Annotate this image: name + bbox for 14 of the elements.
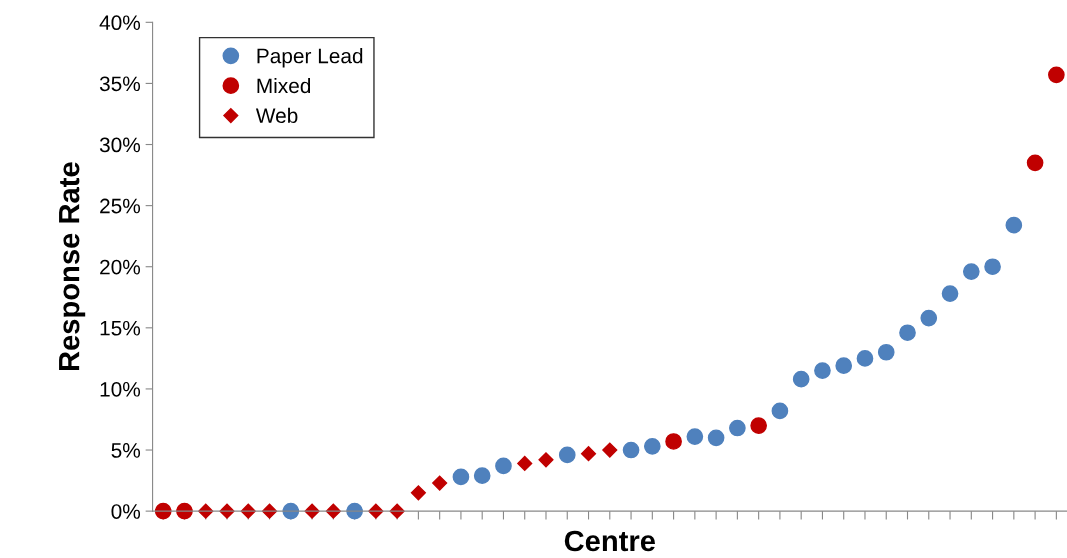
y-tick-label: 35%: [99, 76, 141, 92]
y-tick-label: 15%: [100, 320, 141, 336]
y-tick-label: 5%: [111, 443, 141, 458]
x-axis-title: Centre: [564, 530, 655, 552]
y-tick-label: 0%: [111, 504, 141, 519]
y-tick-label: 25%: [100, 198, 141, 214]
legend-label: Web: [255, 107, 298, 124]
y-tick-label: 30%: [99, 137, 141, 153]
y-axis-title: Response Rate: [59, 162, 86, 371]
y-tick-label: 10%: [100, 381, 141, 397]
legend-label: Mixed: [257, 77, 311, 94]
legend-label: Paper Lead: [257, 48, 363, 68]
y-tick-label: 20%: [100, 259, 141, 275]
y-tick-label: 40%: [99, 15, 141, 31]
